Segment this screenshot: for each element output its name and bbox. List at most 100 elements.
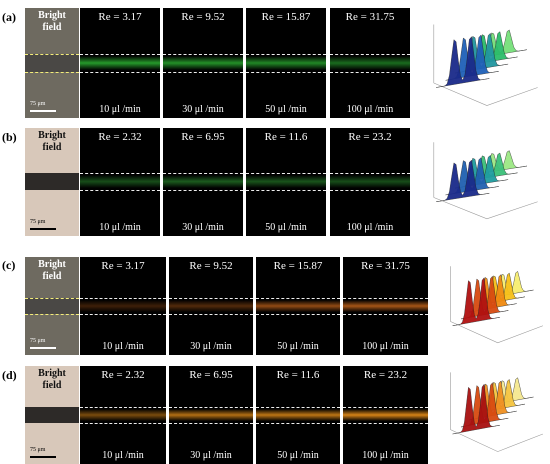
reynolds-number: Re = 15.87 — [261, 11, 311, 23]
intensity-profile-surface — [452, 277, 501, 326]
channel-wall-line — [343, 407, 428, 408]
fluorescent-focusing-band — [80, 56, 160, 70]
channel-wall-line — [169, 423, 253, 424]
channel-wall-line — [80, 173, 160, 174]
reynolds-number: Re = 15.87 — [273, 260, 323, 272]
channel-wall-line — [330, 173, 410, 174]
fluorescence-image: Re = 15.87 50 μl /min — [246, 8, 326, 118]
flow-rate: 50 μl /min — [265, 104, 307, 115]
flow-rate: 30 μl /min — [182, 104, 224, 115]
fluorescence-image: Re = 11.6 50 μl /min — [256, 366, 340, 464]
flow-rate: 100 μl /min — [346, 222, 394, 233]
reynolds-number: Re = 3.17 — [98, 11, 142, 23]
scale-bar-label: 75 μm — [30, 219, 46, 225]
plot-axis — [433, 142, 538, 220]
reynolds-number: Re = 9.52 — [189, 260, 233, 272]
intensity-profile-surface — [435, 159, 490, 203]
channel-wall-line — [169, 314, 253, 315]
channel-wall-line — [246, 54, 326, 55]
bright-field-image: Bright field 75 μm — [25, 128, 79, 236]
scale-bar — [30, 456, 56, 458]
fluorescence-image: Re = 6.95 30 μl /min — [169, 366, 253, 464]
fluorescent-focusing-band — [246, 56, 326, 70]
row-label: (d) — [2, 368, 17, 382]
bright-field-title: Bright field — [25, 10, 79, 34]
channel-wall-line — [163, 173, 243, 174]
channel-wall-line — [330, 72, 410, 73]
flow-rate: 10 μl /min — [99, 104, 141, 115]
reynolds-number: Re = 11.6 — [264, 131, 308, 143]
flow-rate: 100 μl /min — [362, 450, 409, 461]
flow-rate: 30 μl /min — [182, 222, 224, 233]
fluorescent-focusing-band — [163, 56, 243, 70]
fluorescence-image: Re = 9.52 30 μl /min — [163, 8, 243, 118]
reynolds-number: Re = 2.32 — [98, 131, 142, 143]
microchannel — [25, 173, 79, 190]
channel-wall-line — [343, 423, 428, 424]
channel-wall-line — [256, 314, 340, 315]
row-label: (a) — [2, 10, 16, 24]
flow-rate: 30 μl /min — [190, 341, 232, 352]
channel-wall-line — [169, 298, 253, 299]
reynolds-number: Re = 23.2 — [363, 369, 408, 381]
fluorescent-focusing-band — [330, 175, 410, 188]
fluorescent-focusing-band — [343, 300, 428, 312]
channel-wall-line — [246, 173, 326, 174]
fluorescent-focusing-band — [246, 175, 326, 188]
fluorescence-image: Re = 2.32 10 μl /min — [80, 128, 160, 236]
fluorescent-focusing-band — [256, 300, 340, 312]
channel-wall-line — [163, 54, 243, 55]
intensity-profile-surface — [452, 383, 500, 435]
intensity-3d-plot — [450, 266, 544, 344]
fluorescence-image: Re = 3.17 10 μl /min — [80, 257, 166, 355]
row-label: (c) — [2, 258, 16, 272]
flow-rate: 50 μl /min — [277, 450, 319, 461]
scale-bar — [30, 228, 56, 230]
fluorescent-focusing-band — [80, 300, 166, 312]
fluorescent-focusing-band — [80, 409, 166, 421]
fluorescent-focusing-band — [163, 175, 243, 188]
channel-wall-line — [80, 54, 160, 55]
bright-field-image: Bright field 75 μm — [25, 257, 79, 355]
plot-axis — [450, 266, 544, 344]
flow-rate: 50 μl /min — [277, 341, 319, 352]
bright-field-title-line: Bright — [38, 10, 66, 21]
channel-wall-line — [343, 298, 428, 299]
bright-field-title: Bright field — [25, 130, 79, 154]
channel-wall-line — [80, 190, 160, 191]
channel-wall-line — [256, 423, 340, 424]
channel-wall-line — [80, 72, 160, 73]
flow-rate: 100 μl /min — [362, 341, 409, 352]
bright-field-image: Bright field 75 μm — [25, 366, 79, 464]
channel-wall-line — [163, 190, 243, 191]
reynolds-number: Re = 31.75 — [345, 11, 395, 23]
fluorescence-image: Re = 31.75 100 μl /min — [330, 8, 410, 118]
fluorescent-focusing-band — [80, 175, 160, 188]
reynolds-number: Re = 23.2 — [348, 131, 392, 143]
scale-bar-label: 75 μm — [30, 447, 46, 453]
channel-wall-line — [25, 298, 79, 299]
fluorescent-focusing-band — [169, 300, 253, 312]
flow-rate: 50 μl /min — [265, 222, 307, 233]
flow-rate: 100 μl /min — [346, 104, 394, 115]
channel-wall-line — [25, 72, 79, 73]
reynolds-number: Re = 11.6 — [276, 369, 320, 381]
intensity-profile-surface — [436, 36, 490, 88]
reynolds-number: Re = 3.17 — [101, 260, 145, 272]
channel-wall-line — [256, 407, 340, 408]
bright-field-title: Bright field — [25, 368, 79, 392]
bright-field-image: Bright field 75 μm — [25, 8, 79, 118]
reynolds-number: Re = 6.95 — [189, 369, 233, 381]
bright-field-title: Bright field — [25, 259, 79, 283]
reynolds-number: Re = 2.32 — [101, 369, 145, 381]
microchannel — [25, 298, 79, 314]
fluorescence-image: Re = 6.95 30 μl /min — [163, 128, 243, 236]
channel-wall-line — [80, 298, 166, 299]
plot-axis — [433, 24, 538, 106]
bright-field-title-line: Bright — [38, 130, 66, 141]
bright-field-title-line: field — [42, 380, 62, 391]
bright-field-title-line: Bright — [38, 368, 66, 379]
bright-field-title-line: field — [42, 142, 62, 153]
row-label: (b) — [2, 130, 17, 144]
channel-wall-line — [169, 407, 253, 408]
